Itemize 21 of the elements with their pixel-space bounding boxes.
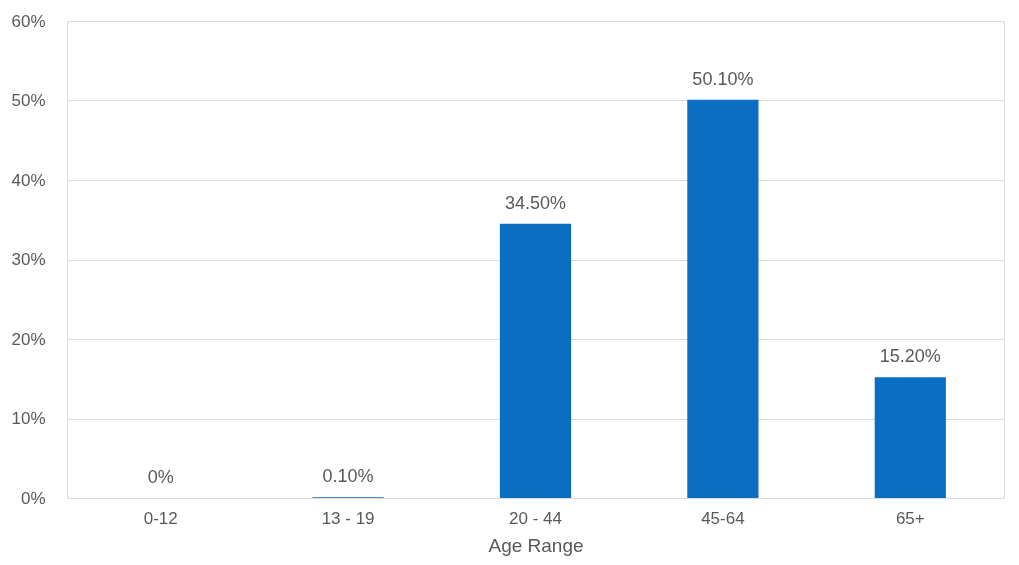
- y-tick-label: 30%: [11, 250, 46, 269]
- data-label: 15.20%: [879, 346, 941, 367]
- y-tick-label: 20%: [11, 329, 46, 349]
- x-tick-label: 13 - 19: [321, 508, 375, 528]
- data-label: 50.10%: [692, 68, 754, 89]
- bar: [499, 223, 572, 498]
- data-label: 0.10%: [322, 466, 374, 487]
- y-tick-label: 10%: [11, 409, 46, 428]
- bar: [687, 99, 759, 498]
- y-tick-label: 0%: [20, 488, 46, 508]
- bar: [874, 377, 946, 498]
- x-tick-label: 65+: [895, 508, 925, 528]
- y-tick-label: 50%: [11, 91, 46, 110]
- x-tick-label: 45-64: [701, 508, 745, 528]
- data-label: 0%: [147, 467, 174, 487]
- x-axis-title: Age Range: [488, 534, 584, 556]
- y-tick-label: 40%: [11, 170, 46, 190]
- x-tick-label: 20 - 44: [509, 508, 562, 528]
- x-tick-label: 0-12: [143, 508, 178, 528]
- data-label: 34.50%: [504, 192, 567, 213]
- y-tick-label: 60%: [11, 11, 46, 31]
